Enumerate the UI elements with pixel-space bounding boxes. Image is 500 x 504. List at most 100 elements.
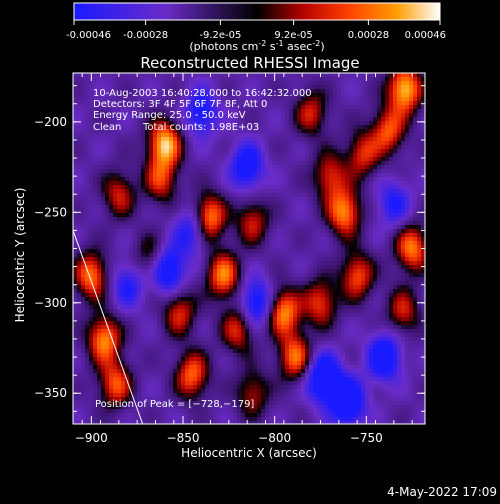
heatmap-cell (417, 261, 422, 266)
heatmap-cell (153, 205, 158, 210)
heatmap-cell (349, 213, 354, 218)
heatmap-cell (73, 97, 78, 102)
heatmap-cell (117, 269, 122, 274)
heatmap-cell (401, 161, 406, 166)
heatmap-cell (113, 253, 118, 258)
heatmap-cell (185, 261, 190, 266)
heatmap-cell (185, 237, 190, 242)
heatmap-cell (393, 157, 398, 162)
heatmap-cell (261, 265, 266, 270)
heatmap-cell (293, 117, 298, 122)
heatmap-cell (273, 205, 278, 210)
heatmap-cell (253, 293, 258, 298)
heatmap-cell (201, 157, 206, 162)
heatmap-cell (209, 229, 214, 234)
heatmap-cell (233, 249, 238, 254)
heatmap-cell (297, 121, 302, 126)
heatmap-cell (73, 169, 78, 174)
heatmap-cell (193, 217, 198, 222)
heatmap-cell (145, 205, 150, 210)
heatmap-cell (193, 293, 198, 298)
heatmap-cell (257, 213, 262, 218)
heatmap-cell (401, 281, 406, 286)
heatmap-cell (345, 85, 350, 90)
heatmap-cell (341, 257, 346, 262)
heatmap-cell (325, 145, 330, 150)
heatmap-cell (225, 205, 230, 210)
heatmap-cell (81, 273, 86, 278)
heatmap-cell (217, 261, 222, 266)
heatmap-cell (145, 229, 150, 234)
heatmap-cell (169, 233, 174, 238)
heatmap-cell (105, 145, 110, 150)
heatmap-cell (265, 269, 270, 274)
heatmap-cell (277, 133, 282, 138)
heatmap-cell (269, 165, 274, 170)
heatmap-cell (413, 209, 418, 214)
heatmap-cell (353, 225, 358, 230)
heatmap-cell (165, 197, 170, 202)
heatmap-cell (233, 213, 238, 218)
heatmap-cell (145, 189, 150, 194)
heatmap-cell (337, 289, 342, 294)
heatmap-cell (333, 141, 338, 146)
heatmap-cell (365, 213, 370, 218)
heatmap-cell (261, 185, 266, 190)
heatmap-cell (285, 189, 290, 194)
heatmap-cell (325, 173, 330, 178)
heatmap-cell (93, 157, 98, 162)
heatmap-cell (333, 129, 338, 134)
heatmap-cell (129, 261, 134, 266)
heatmap-cell (413, 149, 418, 154)
heatmap-cell (405, 217, 410, 222)
heatmap-cell (353, 161, 358, 166)
heatmap-cell (225, 81, 230, 86)
heatmap-cell (337, 77, 342, 82)
heatmap-cell (113, 225, 118, 230)
heatmap-cell (117, 213, 122, 218)
heatmap-cell (225, 249, 230, 254)
heatmap-cell (141, 77, 146, 82)
heatmap-cell (365, 85, 370, 90)
heatmap-cell (365, 233, 370, 238)
heatmap-cell (173, 81, 178, 86)
heatmap-cell (409, 189, 414, 194)
heatmap-cell (241, 137, 246, 142)
heatmap-cell (81, 97, 86, 102)
heatmap-cell (297, 205, 302, 210)
heatmap-cell (109, 257, 114, 262)
heatmap-cell (329, 129, 334, 134)
heatmap-cell (173, 273, 178, 278)
heatmap-cell (373, 249, 378, 254)
heatmap-cell (369, 165, 374, 170)
heatmap-cell (393, 161, 398, 166)
heatmap-cell (73, 201, 78, 206)
heatmap-cell (321, 237, 326, 242)
heatmap-cell (105, 173, 110, 178)
heatmap-cell (269, 229, 274, 234)
heatmap-cell (189, 193, 194, 198)
heatmap-cell (245, 265, 250, 270)
heatmap-cell (381, 129, 386, 134)
heatmap-cell (325, 181, 330, 186)
heatmap-cell (417, 293, 422, 298)
heatmap-cell (229, 225, 234, 230)
heatmap-cell (285, 269, 290, 274)
heatmap-cell (361, 253, 366, 258)
heatmap-cell (381, 109, 386, 114)
heatmap-cell (349, 273, 354, 278)
heatmap-cell (165, 185, 170, 190)
heatmap-cell (173, 77, 178, 82)
heatmap-cell (337, 149, 342, 154)
heatmap-cell (161, 221, 166, 226)
heatmap-cell (341, 221, 346, 226)
heatmap-cell (365, 141, 370, 146)
heatmap-cell (349, 257, 354, 262)
heatmap-cell (265, 289, 270, 294)
heatmap-cell (201, 193, 206, 198)
heatmap-cell (397, 101, 402, 106)
heatmap-cell (149, 133, 154, 138)
colorbar-tick-label: 0.00028 (348, 30, 389, 41)
heatmap-cell (325, 249, 330, 254)
heatmap-cell (277, 101, 282, 106)
